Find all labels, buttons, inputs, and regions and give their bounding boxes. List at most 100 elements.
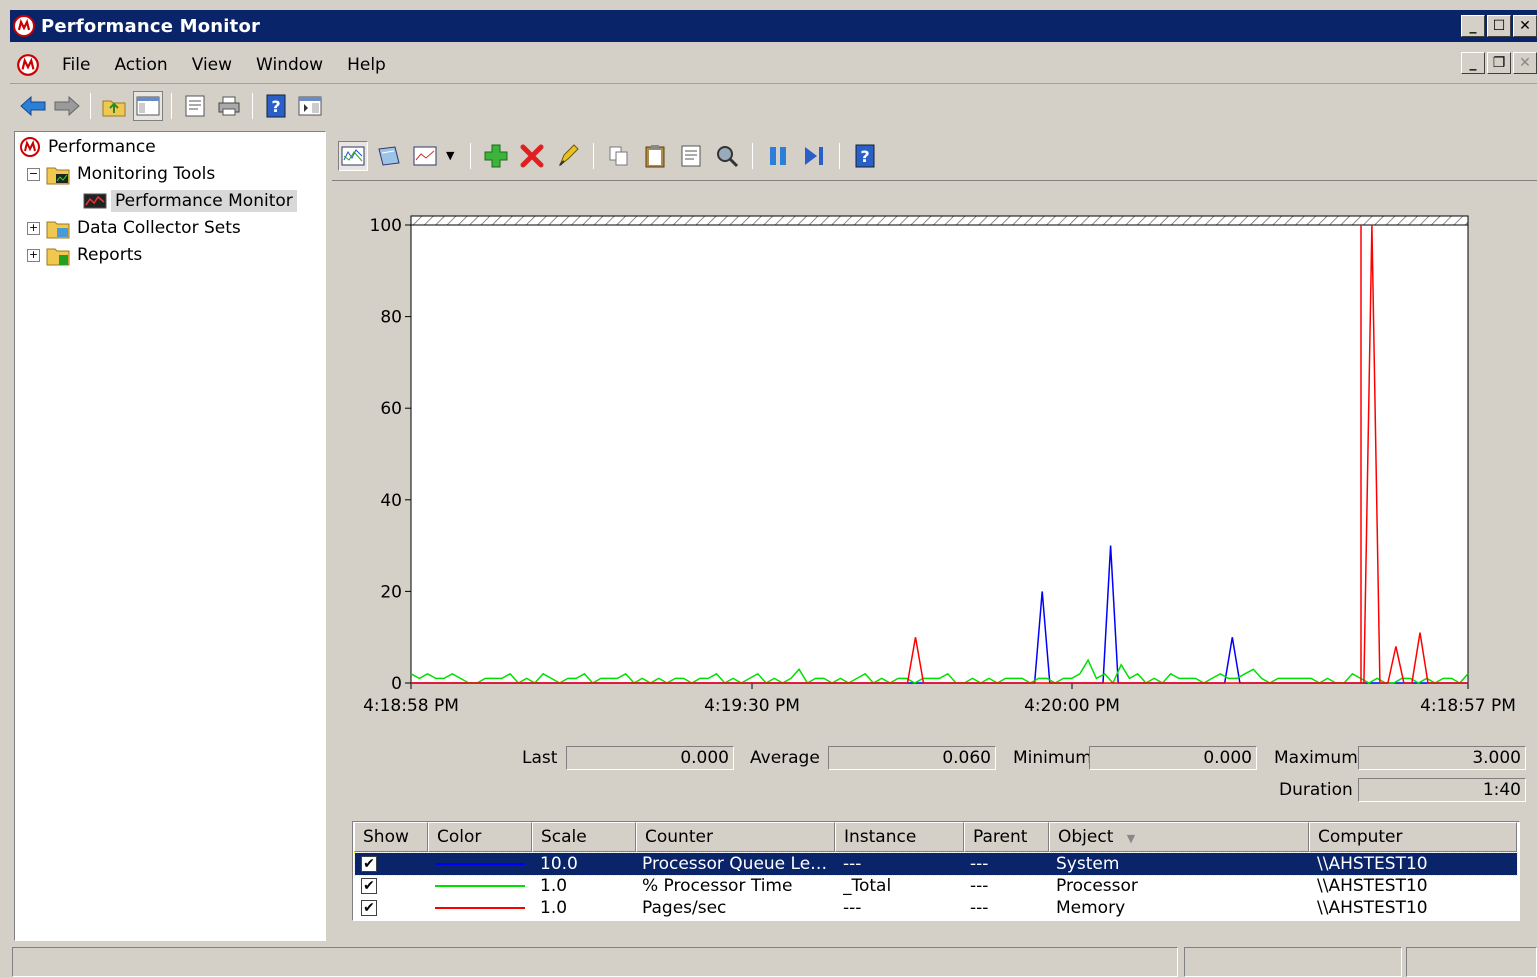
delete-counter-icon[interactable] <box>517 141 547 171</box>
status-pane-2 <box>1184 947 1402 977</box>
column-header-label: Object <box>1058 827 1114 847</box>
cell-parent: --- <box>970 898 989 918</box>
performance-icon <box>13 15 35 37</box>
back-icon[interactable] <box>18 91 48 121</box>
column-header-instance[interactable]: Instance <box>835 822 964 852</box>
counter-row[interactable]: ✔ 1.0 % Processor Time _Total --- Processor \\… <box>355 875 1517 897</box>
y-tick-label: 60 <box>380 399 402 419</box>
print-icon[interactable] <box>214 91 244 121</box>
child-minimize-icon[interactable]: _ <box>1461 52 1485 74</box>
minimize-icon[interactable]: _ <box>1461 15 1485 37</box>
tree-label: Monitoring Tools <box>77 164 216 184</box>
cell-parent: --- <box>970 854 989 874</box>
up-folder-icon[interactable] <box>99 91 129 121</box>
series-color-swatch <box>435 885 525 887</box>
y-tick-label: 100 <box>370 216 402 236</box>
perfmon-toolbar: ▼ ? <box>332 131 1537 181</box>
show-checkbox[interactable]: ✔ <box>361 856 377 872</box>
tree-item-reports[interactable]: + Reports <box>27 242 142 268</box>
change-graph-type-icon[interactable] <box>410 141 440 171</box>
counter-row[interactable]: ✔ 10.0 Processor Queue Le… --- --- System \\AH… <box>354 852 1518 876</box>
duration-label: Duration <box>1279 780 1353 800</box>
plot-area-overflow-band <box>410 215 1469 226</box>
toolbar-separator <box>252 93 253 119</box>
performance-icon[interactable] <box>16 53 40 77</box>
properties-icon[interactable] <box>676 141 706 171</box>
folder-icon <box>46 221 70 239</box>
expand-icon[interactable]: + <box>27 247 40 262</box>
add-counter-icon[interactable] <box>481 141 511 171</box>
view-current-activity-icon[interactable] <box>338 140 368 171</box>
series-color-swatch <box>435 863 525 865</box>
view-log-data-icon[interactable] <box>374 141 404 171</box>
cell-instance: --- <box>843 898 862 918</box>
column-header-show[interactable]: Show <box>354 822 428 852</box>
x-tick-label: 4:20:00 PM <box>1024 696 1120 716</box>
cell-scale: 10.0 <box>540 854 578 874</box>
counter-row[interactable]: ✔ 1.0 Pages/sec --- --- Memory \\AHSTEST10 <box>355 897 1517 919</box>
cell-parent: --- <box>970 876 989 896</box>
toolbar-separator <box>593 142 594 169</box>
x-tick-label: 4:18:58 PM <box>363 696 459 716</box>
menu-help[interactable]: Help <box>347 54 386 75</box>
column-header-scale[interactable]: Scale <box>532 822 636 852</box>
help-icon[interactable]: ? <box>850 141 880 171</box>
show-hide-console-tree-icon[interactable] <box>133 91 163 121</box>
column-header-computer[interactable]: Computer <box>1309 822 1517 852</box>
forward-icon[interactable] <box>52 91 82 121</box>
tree-item-performance-monitor[interactable]: Performance Monitor <box>83 188 297 214</box>
toolbar-separator <box>839 142 840 169</box>
cell-scale: 1.0 <box>540 898 568 918</box>
menu-file[interactable]: File <box>62 54 91 75</box>
cell-counter: Processor Queue Le… <box>642 854 828 874</box>
freeze-display-icon[interactable] <box>763 141 793 171</box>
properties-icon[interactable] <box>180 91 210 121</box>
counter-list: Show Color Scale Counter Instance Parent… <box>352 821 1520 921</box>
cell-object: Processor <box>1056 876 1138 896</box>
column-header-parent[interactable]: Parent <box>964 822 1049 852</box>
average-label: Average <box>750 748 820 768</box>
x-axis: 4:18:58 PM 4:19:30 PM 4:20:00 PM 4:18:57 PM <box>363 683 1516 716</box>
tree-label: Reports <box>77 245 143 265</box>
folder-icon <box>46 167 70 185</box>
maximum-label: Maximum <box>1274 748 1358 768</box>
y-tick-label: 20 <box>380 582 402 602</box>
menu-window[interactable]: Window <box>256 54 324 75</box>
tree-item-monitoring-tools[interactable]: − Monitoring Tools <box>27 161 215 187</box>
highlight-icon[interactable] <box>553 141 583 171</box>
tree-item-data-collector-sets[interactable]: + Data Collector Sets <box>27 215 241 241</box>
column-header-color[interactable]: Color <box>428 822 532 852</box>
show-checkbox[interactable]: ✔ <box>361 900 377 916</box>
copy-properties-icon[interactable] <box>604 141 634 171</box>
child-restore-icon[interactable]: ❐ <box>1487 52 1511 74</box>
maximize-icon[interactable]: ☐ <box>1487 15 1511 37</box>
menu-action[interactable]: Action <box>114 54 168 75</box>
toolbar-separator <box>171 93 172 119</box>
series-layer <box>410 224 1469 685</box>
update-data-icon[interactable] <box>799 141 829 171</box>
y-tick-label: 40 <box>380 491 402 511</box>
help-icon[interactable]: ? <box>261 91 291 121</box>
zoom-icon[interactable] <box>712 141 742 171</box>
status-pane-3 <box>1406 947 1537 977</box>
column-header-object[interactable]: Object ▼ <box>1049 822 1309 852</box>
toolbar-separator <box>470 142 471 169</box>
menu-view[interactable]: View <box>191 54 233 75</box>
paste-counter-list-icon[interactable] <box>640 141 670 171</box>
performance-icon <box>20 137 40 157</box>
x-tick-label: 4:18:57 PM <box>1420 696 1516 716</box>
show-checkbox[interactable]: ✔ <box>361 878 377 894</box>
expand-icon[interactable]: + <box>27 220 40 235</box>
tree-item-performance[interactable]: Performance <box>19 134 156 160</box>
cell-object: Memory <box>1056 898 1126 918</box>
minimum-value: 0.000 <box>1089 746 1257 770</box>
show-hide-action-pane-icon[interactable] <box>295 91 325 121</box>
sort-descending-icon: ▼ <box>1126 832 1136 845</box>
plot-area <box>410 215 1469 684</box>
close-icon[interactable]: ✕ <box>1513 15 1537 37</box>
column-header-counter[interactable]: Counter <box>636 822 835 852</box>
child-close-icon[interactable]: ✕ <box>1513 52 1537 74</box>
x-tick-label: 4:19:30 PM <box>704 696 800 716</box>
dropdown-arrow-icon[interactable]: ▼ <box>446 149 455 162</box>
collapse-icon[interactable]: − <box>27 166 40 181</box>
